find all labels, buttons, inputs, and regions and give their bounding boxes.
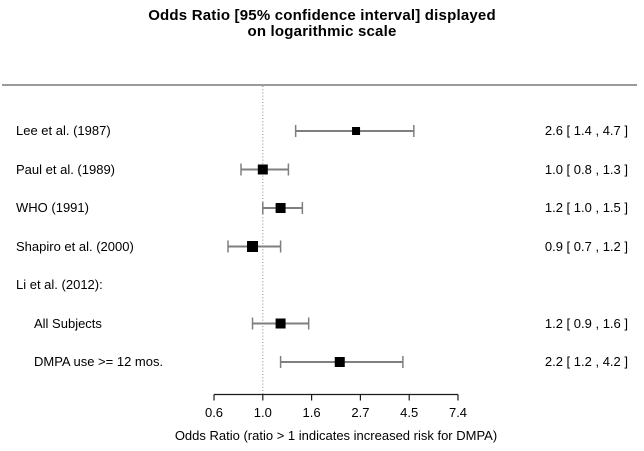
chart-title-line2: on logarithmic scale [247,23,397,40]
x-axis-tick-label: 2.7 [351,405,370,420]
chart-title-line1: Odds Ratio [95% confidence interval] dis… [148,7,496,24]
x-axis-tick-label: 7.4 [448,405,468,420]
or-marker [257,164,268,175]
or-ci-value: 1.2 [ 1.0 , 1.5 ] [544,200,628,215]
x-axis-tick-label: 4.5 [400,405,419,420]
study-label: Paul et al. (1989) [16,161,116,177]
or-ci-value: 1.0 [ 0.8 , 1.3 ] [544,161,628,177]
or-ci-value: 2.2 [ 1.2 , 4.2 ] [544,354,628,369]
x-axis-title: Odds Ratio (ratio > 1 indicates increase… [174,428,498,443]
chart-title: Odds Ratio [95% confidence interval] dis… [0,8,644,40]
x-axis-tick-label: 1.6 [302,405,321,420]
or-marker [334,357,345,367]
study-group-label: Li et al. (2012): [16,277,103,292]
or-marker [247,241,259,252]
study-label: Lee et al. (1987) [16,123,111,138]
study-label: All Subjects [34,315,102,331]
separator-line [2,84,637,86]
or-marker [352,127,361,135]
study-label: WHO (1991) [16,200,89,215]
x-axis-tick-label: 1.0 [253,405,272,420]
study-label: DMPA use >= 12 mos. [34,354,164,369]
or-marker [275,318,286,329]
study-label: Shapiro et al. (2000) [16,238,134,254]
or-ci-value: 0.9 [ 0.7 , 1.2 ] [544,238,628,254]
or-ci-value: 2.6 [ 1.4 , 4.7 ] [544,123,628,138]
or-ci-value: 1.2 [ 0.9 , 1.6 ] [544,315,628,331]
x-axis-tick-label: 0.6 [204,405,224,420]
or-marker [275,203,286,213]
